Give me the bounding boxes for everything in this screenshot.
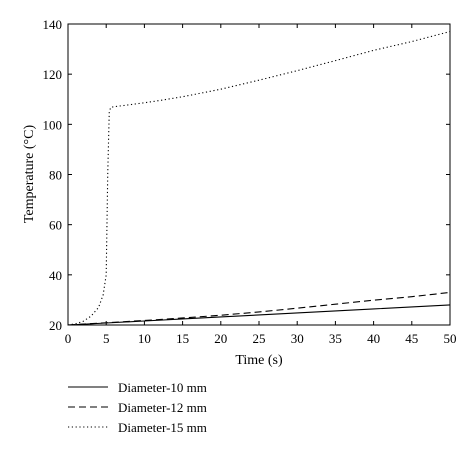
- x-tick-label: 10: [138, 331, 151, 346]
- y-tick-label: 20: [49, 318, 62, 333]
- axis-ticks: [67, 23, 451, 326]
- x-tick-label: 45: [405, 331, 418, 346]
- y-tick-label: 140: [43, 17, 63, 32]
- x-tick-label: 50: [444, 331, 457, 346]
- y-axis-label: Temperature (°C): [22, 125, 37, 224]
- x-axis-label: Time (s): [235, 353, 283, 368]
- x-tick-label: 40: [367, 331, 380, 346]
- legend-label-3: Diameter-15 mm: [118, 420, 207, 435]
- y-tick-label: 80: [49, 168, 62, 183]
- x-tick-label: 25: [253, 331, 266, 346]
- y-tick-label: 100: [43, 117, 63, 132]
- series-line-3: [67, 30, 451, 326]
- series-line-2: [67, 291, 451, 326]
- x-tick-label: 15: [176, 331, 189, 346]
- series-lines: [67, 30, 451, 326]
- y-tick-label: 40: [49, 268, 62, 283]
- legend: Diameter-10 mm Diameter-12 mm Diameter-15 …: [68, 380, 207, 435]
- x-tick-label: 30: [291, 331, 304, 346]
- series-line-1: [67, 304, 451, 326]
- x-tick-label: 0: [65, 331, 72, 346]
- plot-frame: [67, 23, 451, 326]
- legend-label-1: Diameter-10 mm: [118, 380, 207, 395]
- y-tick-label: 60: [49, 218, 62, 233]
- x-tick-label: 5: [103, 331, 110, 346]
- axis-tick-labels: 0 5 10 15 20 25 30 35 40 45 50 20 40 60 80 100 120 140: [43, 17, 457, 346]
- y-tick-label: 120: [43, 67, 63, 82]
- legend-label-2: Diameter-12 mm: [118, 400, 207, 415]
- x-tick-label: 20: [214, 331, 227, 346]
- x-tick-label: 35: [329, 331, 342, 346]
